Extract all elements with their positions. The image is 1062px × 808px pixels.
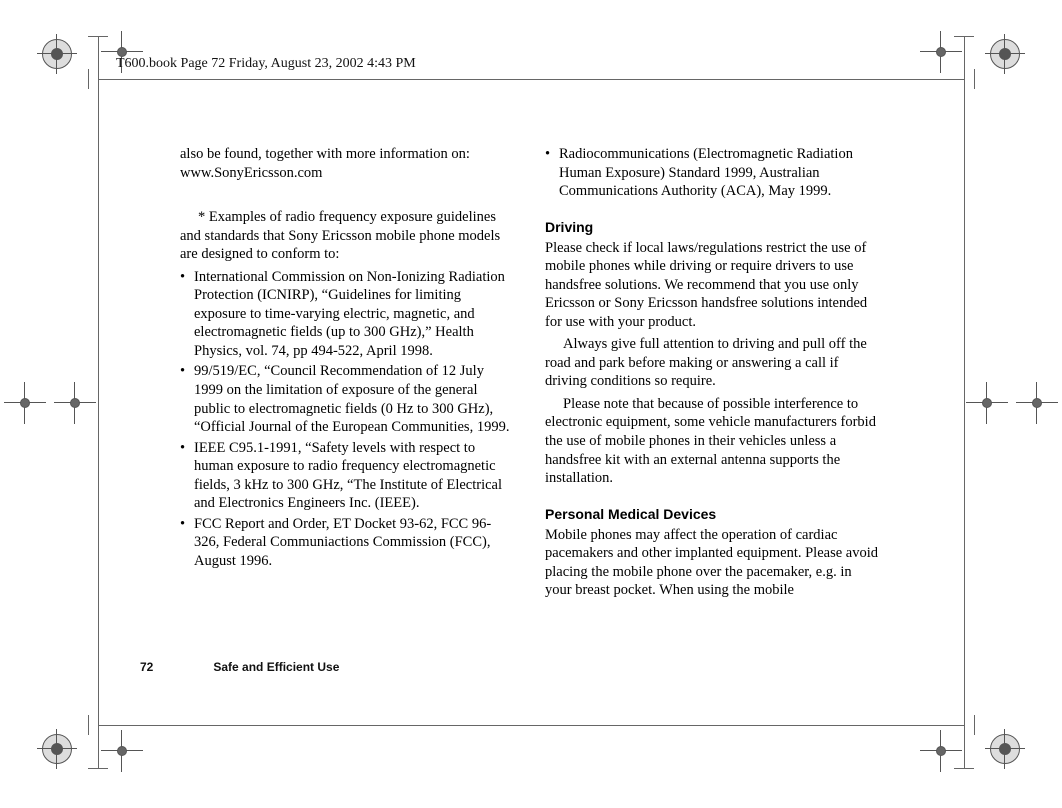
crosshair-icon bbox=[926, 37, 956, 67]
list-item: IEEE C95.1-1991, “Safety levels with res… bbox=[180, 439, 515, 513]
cropmark-line bbox=[98, 79, 964, 80]
crosshair-icon bbox=[926, 736, 956, 766]
cropmark-line bbox=[88, 36, 108, 37]
section-title: Safe and Efficient Use bbox=[213, 660, 339, 674]
cropmark-line bbox=[974, 69, 975, 89]
list-item: International Commission on Non-Ionizing… bbox=[180, 268, 515, 361]
bullet-list: Radiocommunications (Electromagnetic Rad… bbox=[545, 145, 880, 201]
page-footer: 72 Safe and Efficient Use bbox=[140, 660, 339, 674]
page: { "header": { "text": "T600.book Page 72… bbox=[0, 0, 1062, 808]
registration-mark-icon bbox=[42, 734, 72, 764]
section-heading-pmd: Personal Medical Devices bbox=[545, 506, 880, 524]
page-header: T600.book Page 72 Friday, August 23, 200… bbox=[116, 56, 416, 72]
registration-mark-icon bbox=[42, 39, 72, 69]
paragraph: Please note that because of possible int… bbox=[545, 395, 880, 488]
cropmark-line bbox=[98, 725, 964, 726]
cropmark-line bbox=[88, 768, 108, 769]
crosshair-icon bbox=[972, 388, 1002, 418]
cropmark-line bbox=[88, 69, 89, 89]
column-right: Radiocommunications (Electromagnetic Rad… bbox=[545, 145, 880, 604]
cropmark-line bbox=[974, 715, 975, 735]
paragraph: also be found, together with more inform… bbox=[180, 145, 515, 182]
list-item: 99/519/EC, “Council Recommendation of 12… bbox=[180, 362, 515, 436]
cropmark-line bbox=[954, 36, 974, 37]
crosshair-icon bbox=[1022, 388, 1052, 418]
registration-mark-icon bbox=[990, 734, 1020, 764]
list-item: FCC Report and Order, ET Docket 93-62, F… bbox=[180, 515, 515, 571]
spacer bbox=[180, 186, 515, 204]
section-heading-driving: Driving bbox=[545, 219, 880, 237]
page-number: 72 bbox=[140, 660, 210, 674]
cropmark-line bbox=[964, 36, 965, 768]
crosshair-icon bbox=[60, 388, 90, 418]
registration-mark-icon bbox=[990, 39, 1020, 69]
paragraph: Mobile phones may affect the operation o… bbox=[545, 526, 880, 600]
crosshair-icon bbox=[107, 736, 137, 766]
body-text: also be found, together with more inform… bbox=[180, 145, 880, 604]
crosshair-icon bbox=[10, 388, 40, 418]
column-left: also be found, together with more inform… bbox=[180, 145, 515, 604]
bullet-list: International Commission on Non-Ionizing… bbox=[180, 268, 515, 571]
cropmark-line bbox=[88, 715, 89, 735]
paragraph: Please check if local laws/regulations r… bbox=[545, 239, 880, 332]
paragraph: * Examples of radio frequency exposure g… bbox=[180, 208, 515, 264]
cropmark-line bbox=[98, 36, 99, 768]
cropmark-line bbox=[954, 768, 974, 769]
paragraph: Always give full attention to driving an… bbox=[545, 335, 880, 391]
list-item: Radiocommunications (Electromagnetic Rad… bbox=[545, 145, 880, 201]
